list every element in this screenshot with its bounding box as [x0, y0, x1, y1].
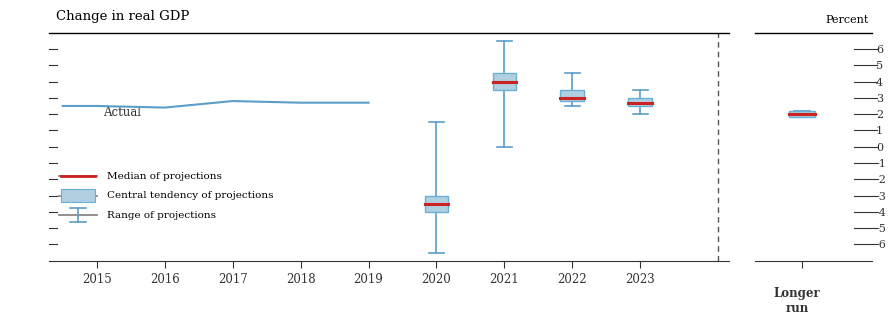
Text: Longer
run: Longer run [774, 287, 821, 315]
Bar [628, 98, 652, 106]
Text: Actual: Actual [104, 106, 141, 119]
Text: Central tendency of projections: Central tendency of projections [107, 191, 274, 200]
Bar [62, 189, 95, 202]
Bar [493, 73, 516, 90]
Text: Change in real GDP: Change in real GDP [56, 10, 190, 23]
Text: Median of projections: Median of projections [107, 171, 222, 181]
Text: Percent: Percent [825, 15, 869, 25]
Bar [789, 111, 814, 117]
Text: Range of projections: Range of projections [107, 211, 216, 220]
Bar [425, 196, 448, 212]
Bar [561, 90, 584, 101]
